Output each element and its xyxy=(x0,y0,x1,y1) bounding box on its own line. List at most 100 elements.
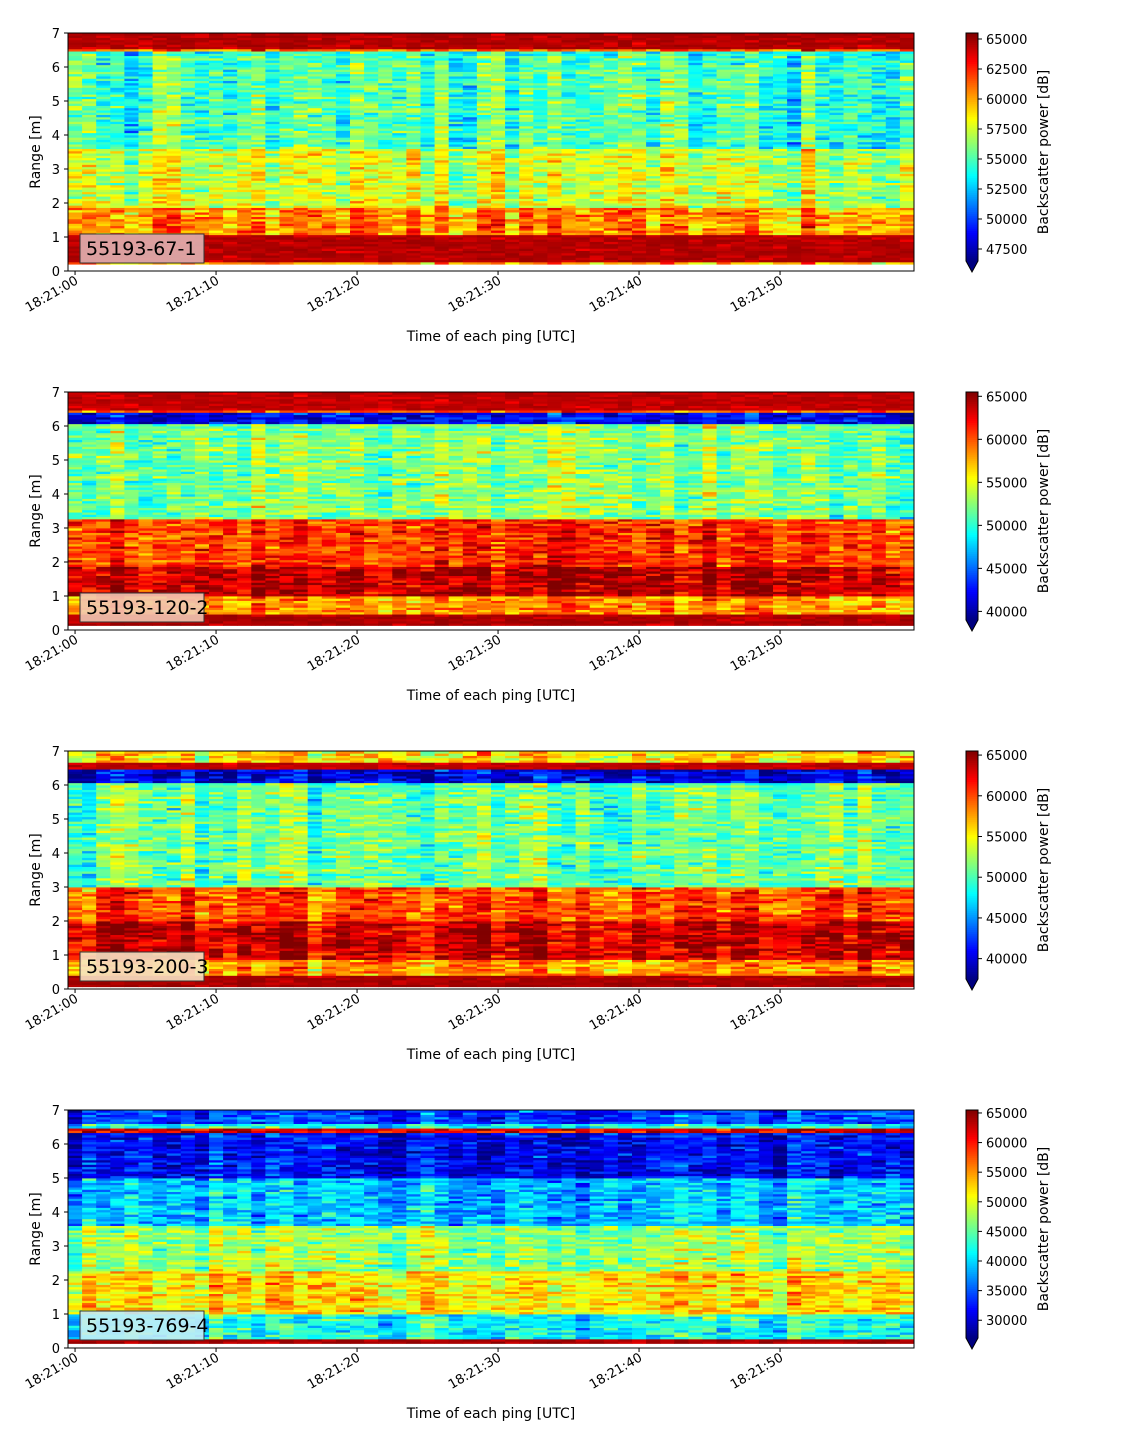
heatmap-cell xyxy=(392,198,407,202)
heatmap-cell xyxy=(138,207,153,211)
heatmap-cell xyxy=(321,261,337,265)
heatmap-cell xyxy=(561,230,576,233)
heatmap-cell xyxy=(744,255,760,258)
heatmap-cell xyxy=(744,46,760,50)
heatmap-cell xyxy=(321,53,337,57)
heatmap-cell xyxy=(209,110,224,113)
heatmap-cell xyxy=(166,55,182,59)
heatmap-cell xyxy=(617,82,633,86)
heatmap-cell xyxy=(138,146,153,149)
heatmap-cell xyxy=(716,144,732,147)
heatmap-cell xyxy=(519,82,534,86)
heatmap-cell xyxy=(730,55,746,59)
heatmap-cell xyxy=(110,153,125,156)
heatmap-cell xyxy=(505,121,520,125)
heatmap-cell xyxy=(688,33,703,36)
heatmap-cell xyxy=(744,227,760,231)
heatmap-cell xyxy=(152,96,168,100)
heatmap-cell xyxy=(124,162,139,165)
heatmap-cell xyxy=(589,155,605,159)
heatmap-cell xyxy=(561,225,576,229)
heatmap-cell xyxy=(293,139,309,143)
heatmap-cell xyxy=(476,53,492,57)
heatmap-cell xyxy=(702,69,717,72)
heatmap-cell xyxy=(251,98,266,102)
heatmap-cell xyxy=(434,250,450,254)
heatmap-cell xyxy=(293,239,309,242)
heatmap-cell xyxy=(96,169,111,172)
heatmap-cell xyxy=(561,227,576,231)
heatmap-cell xyxy=(533,241,548,245)
heatmap-cell xyxy=(307,64,323,68)
heatmap-cell xyxy=(194,221,210,224)
heatmap-cell xyxy=(209,173,224,177)
heatmap-cell xyxy=(180,203,196,206)
heatmap-cell xyxy=(617,46,633,50)
heatmap-cell xyxy=(519,212,534,215)
heatmap-cell xyxy=(279,98,294,102)
heatmap-cell xyxy=(730,250,746,254)
heatmap-cell xyxy=(603,48,619,52)
heatmap-cell xyxy=(251,51,266,54)
heatmap-cell xyxy=(335,98,351,102)
heatmap-cell xyxy=(152,80,168,84)
heatmap-cell xyxy=(293,112,309,115)
heatmap-cell xyxy=(533,112,548,115)
heatmap-cell xyxy=(632,234,647,238)
heatmap-cell xyxy=(68,146,83,149)
heatmap-cell xyxy=(209,46,224,50)
heatmap-cell xyxy=(378,46,393,50)
heatmap-cell xyxy=(166,205,182,208)
heatmap-cell xyxy=(223,153,238,156)
heatmap-cell xyxy=(307,196,323,199)
heatmap-cell xyxy=(589,51,605,54)
heatmap-cell xyxy=(505,218,520,222)
heatmap-cell xyxy=(434,200,450,204)
heatmap-cell xyxy=(688,205,703,208)
heatmap-cell xyxy=(406,87,421,91)
heatmap-cell xyxy=(194,80,210,84)
heatmap-cell xyxy=(491,216,506,220)
heatmap-cell xyxy=(321,203,337,206)
heatmap-cell xyxy=(321,112,337,115)
heatmap-cell xyxy=(293,234,309,238)
heatmap-cell xyxy=(68,121,83,125)
heatmap-cell xyxy=(561,173,576,177)
heatmap-cell xyxy=(350,153,365,156)
heatmap-cell xyxy=(561,252,576,256)
heatmap-cell xyxy=(335,239,351,242)
heatmap-cell xyxy=(166,53,182,57)
heatmap-cell xyxy=(533,243,548,247)
heatmap-cell xyxy=(82,184,97,188)
heatmap-cell xyxy=(434,119,450,122)
heatmap-cell xyxy=(166,187,182,190)
heatmap-cell xyxy=(702,35,717,38)
heatmap-cell xyxy=(462,57,478,61)
heatmap-cell xyxy=(350,205,365,208)
heatmap-cell xyxy=(279,42,294,45)
heatmap-cell xyxy=(194,125,210,129)
heatmap-cell xyxy=(82,87,97,91)
heatmap-cell xyxy=(166,121,182,125)
heatmap-cell xyxy=(448,227,464,231)
heatmap-cell xyxy=(350,159,365,163)
heatmap-cell xyxy=(307,94,323,97)
heatmap-cell xyxy=(138,189,153,193)
heatmap-cell xyxy=(251,180,266,183)
heatmap-cell xyxy=(462,37,478,41)
heatmap-cell xyxy=(561,196,576,199)
heatmap-cell xyxy=(364,148,379,152)
heatmap-cell xyxy=(589,182,605,186)
heatmap-cell xyxy=(265,239,280,242)
heatmap-cell xyxy=(688,169,703,172)
heatmap-cell xyxy=(335,218,351,222)
heatmap-cell xyxy=(688,198,703,202)
heatmap-cell xyxy=(321,85,337,88)
heatmap-cell xyxy=(688,150,703,154)
heatmap-cell xyxy=(251,80,266,84)
heatmap-cell xyxy=(307,205,323,208)
heatmap-cell xyxy=(237,137,252,140)
heatmap-cell xyxy=(561,187,576,190)
heatmap-cell xyxy=(138,209,153,213)
heatmap-cell xyxy=(505,150,520,154)
